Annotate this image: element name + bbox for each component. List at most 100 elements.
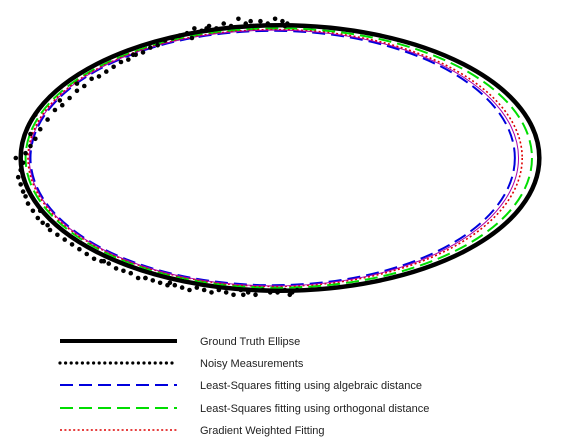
measurement-point xyxy=(267,290,273,295)
measurement-point xyxy=(216,287,222,293)
measurement-point xyxy=(18,182,23,187)
measurement-point xyxy=(184,30,190,36)
legend-label-noisy-measurements: Noisy Measurements xyxy=(200,358,304,370)
measurement-point xyxy=(37,126,43,132)
measurement-point xyxy=(20,189,26,194)
measurement-point xyxy=(47,227,53,233)
measurement-point xyxy=(33,136,38,142)
legend-label-ground-truth: Ground Truth Ellipse xyxy=(200,336,300,348)
measurement-point xyxy=(250,23,256,29)
legend-label-ls-algebraic: Least-Squares fitting using algebraic di… xyxy=(200,380,422,392)
measurement-point xyxy=(111,64,116,70)
measurement-point xyxy=(221,21,227,26)
measurement-point xyxy=(253,292,258,298)
measurement-point xyxy=(231,292,236,298)
measurement-point xyxy=(84,251,90,257)
measurement-point xyxy=(15,174,21,180)
measurement-point xyxy=(204,26,209,31)
measurement-point xyxy=(258,18,263,24)
measurement-point xyxy=(20,160,26,166)
measurement-point xyxy=(74,81,80,86)
series-curve-2 xyxy=(29,29,516,287)
measurement-point xyxy=(245,290,251,295)
measurement-point xyxy=(28,143,33,149)
measurement-point xyxy=(294,287,300,293)
measurement-point xyxy=(96,74,102,79)
measurement-point xyxy=(121,268,126,274)
measurement-point xyxy=(282,287,288,293)
measurement-point xyxy=(143,275,148,281)
measurement-point xyxy=(23,150,28,156)
measurement-point xyxy=(101,258,107,264)
legend-entry-ls-orthogonal: Least-Squares fitting using orthogonal d… xyxy=(60,403,429,415)
measurement-point xyxy=(148,45,153,50)
series-curve-5 xyxy=(28,29,520,287)
measurement-point xyxy=(18,167,23,173)
measurement-point xyxy=(13,155,19,161)
legend-label-ls-orthogonal: Least-Squares fitting using orthogonal d… xyxy=(200,403,429,415)
measurement-point xyxy=(209,290,214,295)
measurement-point xyxy=(150,278,156,283)
ellipse-curves xyxy=(18,23,542,293)
legend-entry-gradient-weighted: Gradient Weighted Fitting xyxy=(60,425,325,437)
measurement-point xyxy=(113,266,119,271)
measurement-point xyxy=(126,57,131,62)
measurement-point xyxy=(167,280,173,286)
measurement-point xyxy=(69,242,75,247)
measurement-point xyxy=(118,59,124,65)
measurement-point xyxy=(28,131,33,137)
measurement-point xyxy=(155,42,160,48)
measurement-point xyxy=(30,208,36,214)
measurement-point xyxy=(59,102,65,108)
measurement-point xyxy=(280,18,285,24)
measurement-point xyxy=(189,35,195,41)
measurement-point xyxy=(199,28,205,34)
measurement-points xyxy=(13,16,300,298)
measurement-point xyxy=(140,50,146,55)
measurement-point xyxy=(106,261,112,266)
measurement-point xyxy=(243,21,249,26)
measurement-point xyxy=(81,83,87,89)
measurement-point xyxy=(135,275,141,281)
measurement-point xyxy=(248,18,253,24)
measurement-point xyxy=(25,201,31,206)
measurement-point xyxy=(130,52,136,58)
measurement-point xyxy=(265,21,271,26)
measurement-point xyxy=(272,16,278,22)
measurement-point xyxy=(40,220,45,226)
measurement-point xyxy=(179,285,185,290)
measurement-point xyxy=(241,292,246,298)
measurement-point xyxy=(275,290,280,295)
measurement-point xyxy=(91,256,97,262)
legend-entry-ls-algebraic: Least-Squares fitting using algebraic di… xyxy=(60,380,422,392)
measurement-point xyxy=(52,107,58,113)
measurement-point xyxy=(177,33,182,38)
measurement-point xyxy=(89,76,94,82)
measurement-point xyxy=(37,208,43,214)
measurement-point xyxy=(45,222,50,228)
legend-entry-noisy-measurements: Noisy Measurements xyxy=(58,358,304,370)
measurement-point xyxy=(157,280,163,286)
measurement-point xyxy=(228,23,234,29)
measurement-point xyxy=(187,287,192,293)
measurement-point xyxy=(55,232,60,238)
measurement-point xyxy=(35,215,41,221)
measurement-point xyxy=(45,117,50,122)
measurement-point xyxy=(128,270,134,276)
measurement-point xyxy=(170,35,175,41)
measurement-point xyxy=(67,95,72,101)
measurement-point xyxy=(33,112,38,118)
measurement-point xyxy=(57,98,63,103)
measurement-point xyxy=(223,290,229,295)
measurement-point xyxy=(238,287,244,293)
legend-entry-ground-truth: Ground Truth Ellipse xyxy=(60,336,300,348)
measurement-point xyxy=(62,237,68,242)
legend-label-gradient-weighted: Gradient Weighted Fitting xyxy=(200,425,325,437)
measurement-point xyxy=(23,194,28,199)
measurement-point xyxy=(285,21,290,26)
measurement-point xyxy=(201,287,207,293)
measurement-point xyxy=(172,282,178,288)
measurement-point xyxy=(260,287,266,293)
series-curve-0 xyxy=(18,23,542,293)
